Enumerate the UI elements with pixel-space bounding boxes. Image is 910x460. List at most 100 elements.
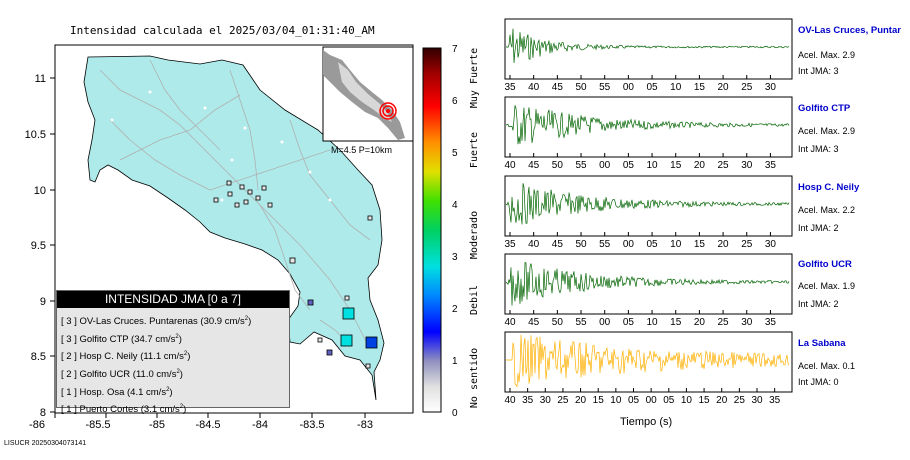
station-jma: Int JMA: 2	[798, 299, 839, 309]
waveform-tick-label: 15	[694, 82, 706, 93]
waveform-tick-label: 20	[575, 395, 587, 406]
waveform-tick-label: 10	[646, 317, 658, 328]
waveform-tick-label: 50	[552, 160, 564, 171]
legend-close: )	[179, 369, 183, 381]
legend-level: [ 2 ]	[61, 369, 77, 381]
legend-sup: 2	[166, 386, 170, 393]
waveform-tick-label: 30	[540, 395, 552, 406]
legend-close: )	[178, 333, 182, 345]
waveform-tick-label: 45	[528, 317, 540, 328]
colorbar-value: 1	[452, 356, 458, 367]
time-axis-label: Tiempo (s)	[620, 416, 673, 428]
map-x-tick: -83.5	[299, 419, 324, 431]
station-acc: Acel. Max. 0.1	[798, 361, 856, 371]
map-y-tick: 10.5	[25, 129, 46, 141]
station-jma: Int JMA: 0	[798, 377, 839, 387]
waveform-tick-label: 25	[741, 82, 753, 93]
waveform-tick-label: 25	[557, 395, 569, 406]
map-x-tick: -84.5	[195, 419, 220, 431]
map-x-tick: -86	[29, 419, 45, 431]
waveform-tick-label: 20	[694, 317, 706, 328]
waveform-tick-label: 00	[599, 317, 611, 328]
legend-close: )	[248, 316, 252, 328]
waveform-tick-label: 55	[575, 160, 587, 171]
waveform-trace	[505, 105, 790, 145]
waveform-tick-label: 45	[528, 160, 540, 171]
waveform-tick-label: 10	[610, 395, 622, 406]
waveform-tick-label: 20	[718, 82, 730, 93]
waveform-tick-label: 15	[670, 160, 682, 171]
waveform-tick-label: 25	[734, 395, 746, 406]
legend-entry: [ 3 ] Golfito CTP (34.7 cm/s2)	[57, 330, 289, 348]
waveform-tick-label: 15	[699, 395, 711, 406]
legend-sup: 2	[176, 368, 180, 375]
legend-close: )	[187, 351, 191, 363]
waveform-tick-label: 20	[716, 395, 728, 406]
waveform-tick-label: 35	[765, 160, 777, 171]
legend-title: INTENSIDAD JMA [0 a 7]	[57, 291, 289, 308]
legend-sup: 2	[179, 404, 184, 411]
waveform-tick-label: 55	[599, 82, 611, 93]
legend-level: [ 3 ]	[61, 316, 77, 328]
waveform-tick-label: 50	[552, 317, 564, 328]
colorbar	[422, 47, 442, 413]
waveform-trace	[506, 334, 790, 388]
map-x-tick: -85	[149, 419, 165, 431]
waveform-tick-label: 10	[646, 160, 658, 171]
station-name: Golfito UCR	[798, 259, 852, 270]
map-axis-ticks	[50, 77, 366, 418]
waveform-frame	[504, 18, 793, 80]
waveform-tick-label: 25	[718, 317, 730, 328]
legend-entry: [ 1 ] Puerto Cortes (3.1 cm/s2)	[57, 400, 289, 418]
map-y-tick: 8.5	[31, 351, 46, 363]
legend-level: [ 2 ]	[61, 351, 77, 363]
waveform-tick-label: 40	[528, 82, 540, 93]
waveform-tick-label: 35	[765, 317, 777, 328]
costa-rica-land	[83, 55, 385, 401]
station-name: Hosp C. Neily	[798, 182, 860, 193]
legend-text: OV-Las Cruces. Puntarenas (30.9 cm/s	[79, 316, 245, 328]
colorbar-label: Fuerte	[469, 132, 480, 168]
map-y-tick: 9	[40, 296, 46, 308]
waveform-tick-label: 00	[646, 395, 658, 406]
waveform-frame	[504, 331, 793, 393]
waveform-tick-label: 00	[599, 160, 611, 171]
legend-entry: [ 2 ] Golfito UCR (11.0 cm/s2)	[57, 365, 289, 383]
legend-entry: [ 2 ] Hosp C. Neily (11.1 cm/s2)	[57, 347, 289, 365]
waveform-trace	[505, 262, 790, 306]
waveform-tick-label: 25	[718, 160, 730, 171]
station-acc: Acel. Max. 1.9	[798, 281, 856, 291]
station-acc: Acel. Max. 2.2	[798, 205, 856, 215]
location-inset	[322, 46, 414, 142]
map-x-tick: -83	[357, 419, 373, 431]
waveform-tick-label: 05	[628, 395, 640, 406]
colorbar-label: No sentido	[469, 348, 480, 408]
place-markers	[110, 90, 332, 214]
legend-text: Hosp. Osa (4.1 cm/s	[79, 386, 167, 398]
map-y-tick: 8	[40, 407, 46, 419]
station-markers	[213, 180, 378, 369]
waveform-tick-label: 10	[670, 239, 682, 250]
waveform-tick-label: 25	[741, 239, 753, 250]
waveform-tick-label: 20	[718, 239, 730, 250]
waveform-tick-label: 00	[623, 82, 635, 93]
legend-level: [ 3 ]	[61, 333, 77, 345]
colorbar-label: Muy Fuerte	[469, 48, 480, 108]
colorbar-value: 7	[452, 44, 458, 55]
colorbar-value: 0	[452, 408, 458, 419]
station-acc: Acel. Max. 2.9	[798, 50, 856, 60]
waveform-tick-label: 20	[694, 160, 706, 171]
map-title: Intensidad calculada el 2025/03/04_01:31…	[70, 24, 375, 37]
waveform-tick-label: 05	[623, 160, 635, 171]
waveform-tick-label: 00	[623, 239, 635, 250]
intensity-legend: INTENSIDAD JMA [0 a 7] [ 3 ] OV-Las Cruc…	[56, 290, 290, 415]
waveform-tick-label: 30	[741, 160, 753, 171]
waveform-tick-label: 40	[504, 395, 516, 406]
station-name: La Sabana	[798, 338, 846, 349]
waveform-tick-label: 15	[593, 395, 605, 406]
waveform-trace	[505, 28, 790, 64]
waveform-tick-label: 55	[599, 239, 611, 250]
station-name: Golfito CTP	[798, 103, 851, 114]
waveform-tick-label: 10	[681, 395, 693, 406]
colorbar-label: Moderado	[469, 211, 480, 259]
